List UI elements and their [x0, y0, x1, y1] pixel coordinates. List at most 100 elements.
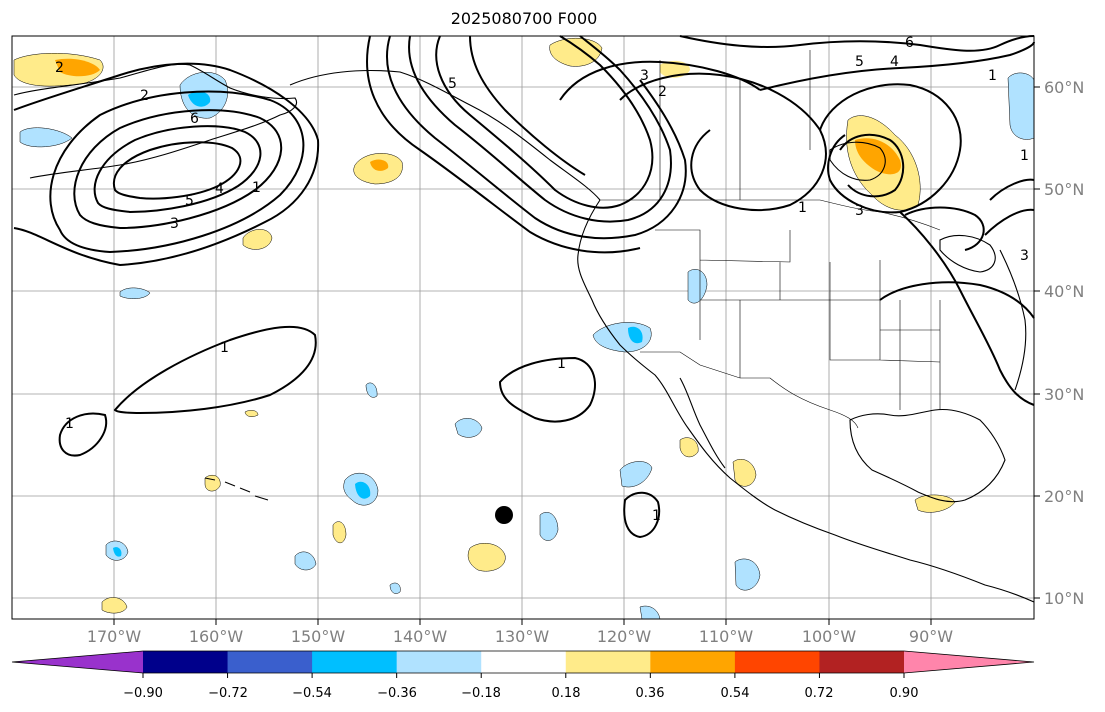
contour-label: 1	[220, 340, 229, 356]
contour-label: 3	[640, 68, 649, 84]
lon-tick-label: 130°W	[495, 627, 550, 646]
contour-label: 3	[855, 203, 864, 219]
alaska-coast	[13, 63, 298, 179]
contour-line	[386, 35, 687, 240]
negative-anomaly-patch	[687, 269, 708, 304]
contour-label: 5	[855, 54, 864, 70]
positive-anomaly-patch	[242, 229, 273, 250]
lat-tick-label: 10°N	[1044, 589, 1084, 608]
lat-tick-label: 60°N	[1044, 78, 1084, 97]
us-mexico-border	[640, 351, 859, 429]
contour-line	[759, 41, 1035, 91]
latitude-labels: 60°N 50°N 40°N 30°N 20°N 10°N	[1044, 78, 1084, 608]
colorbar-bin	[650, 651, 736, 673]
colorbar-bin	[143, 651, 229, 673]
lon-tick-label: 110°W	[699, 627, 754, 646]
contour-line	[623, 491, 660, 539]
colorbar-label: −0.90	[123, 686, 163, 701]
contour-line	[469, 35, 586, 176]
contour-line	[879, 281, 1035, 319]
positive-anomaly-patch	[679, 437, 699, 458]
negative-anomaly-core	[355, 481, 371, 499]
contour-line	[73, 109, 283, 230]
lon-tick-label: 160°W	[189, 627, 244, 646]
contour-line	[112, 141, 242, 200]
colorbar-label: −0.72	[208, 686, 248, 701]
gulf-of-mexico-coast	[849, 408, 1006, 503]
contour-label: 5	[448, 76, 457, 92]
contour-label: 5	[185, 193, 194, 209]
negative-anomaly-patch	[619, 461, 653, 488]
negative-anomaly-core	[188, 91, 211, 107]
contour-label: 1	[252, 180, 261, 196]
contour-lines	[13, 35, 1035, 539]
contour-label: 6	[190, 111, 199, 127]
contour-line	[619, 72, 827, 211]
contour-line	[113, 325, 317, 415]
colorbar-label: 0.72	[805, 686, 834, 701]
negative-anomaly-patch	[119, 287, 151, 299]
lat-tick-label: 30°N	[1044, 385, 1084, 404]
contour-line	[839, 133, 905, 198]
contour-line	[93, 125, 262, 214]
contour-label: 6	[905, 35, 914, 51]
plot-frame	[11, 35, 1035, 620]
contour-line	[366, 35, 641, 254]
negative-anomaly-patch	[1007, 72, 1035, 140]
negative-anomaly-patch	[19, 127, 73, 148]
colorbar-label: 0.18	[552, 686, 581, 701]
contour-line	[13, 62, 320, 267]
positive-anomaly-patch	[101, 597, 128, 614]
lon-tick-label: 150°W	[291, 627, 346, 646]
contour-labels: 2 2 6 5 3 4 1 3 1 1 5 3 2 6 5 4 1 1 3 1 …	[55, 35, 1029, 524]
state-lines	[655, 229, 941, 410]
anomaly-shading	[13, 38, 1035, 620]
colorbar-bin	[819, 651, 905, 673]
colorbar-bin	[312, 651, 398, 673]
positive-anomaly-patch	[244, 410, 259, 417]
contour-line	[984, 178, 1035, 236]
contour-label: 4	[890, 54, 899, 70]
positive-anomaly-core	[370, 159, 389, 171]
negative-anomaly-patch	[539, 512, 559, 541]
baja-california	[679, 377, 726, 469]
positive-anomaly-patch	[549, 38, 603, 67]
contour-line	[58, 412, 108, 457]
colorbar-label: −0.18	[461, 686, 501, 701]
colorbar	[11, 650, 1035, 678]
colorbar-label: 0.90	[890, 686, 919, 701]
north-america-west-coast	[577, 199, 1035, 603]
colorbar-label: −0.36	[377, 686, 417, 701]
coastlines	[13, 63, 1035, 603]
lon-tick-label: 90°W	[909, 627, 953, 646]
contour-line	[679, 35, 1035, 52]
contour-label: 2	[140, 88, 149, 104]
lon-tick-label: 140°W	[393, 627, 448, 646]
lat-tick-label: 20°N	[1044, 487, 1084, 506]
axis-ticks	[113, 86, 1040, 625]
negative-anomaly-patch	[389, 582, 401, 594]
contour-label: 1	[798, 200, 807, 216]
location-marker	[495, 506, 513, 524]
negative-anomaly-patch	[365, 382, 378, 398]
colorbar-bin	[481, 651, 567, 673]
negative-anomaly-core	[113, 547, 122, 557]
colorbar-labels: −0.90 −0.72 −0.54 −0.36 −0.18 0.18 0.36 …	[123, 686, 918, 701]
contour-line	[819, 83, 962, 214]
longitude-labels: 170°W 160°W 150°W 140°W 130°W 120°W 110°…	[87, 627, 953, 646]
hudson-bay	[829, 141, 886, 181]
great-lakes	[939, 234, 996, 273]
colorbar-bin	[565, 651, 651, 673]
colorbar-label: −0.54	[292, 686, 332, 701]
lon-tick-label: 120°W	[597, 627, 652, 646]
lon-tick-label: 170°W	[87, 627, 142, 646]
contour-line	[498, 356, 596, 423]
contour-line	[408, 35, 672, 223]
positive-anomaly-patch	[204, 475, 221, 492]
canada-provinces	[659, 50, 811, 200]
positive-anomaly-patch	[332, 521, 347, 544]
map-title: 2025080700 F000	[450, 9, 598, 28]
colorbar-label: 0.36	[636, 686, 665, 701]
negative-anomaly-core	[628, 326, 643, 344]
